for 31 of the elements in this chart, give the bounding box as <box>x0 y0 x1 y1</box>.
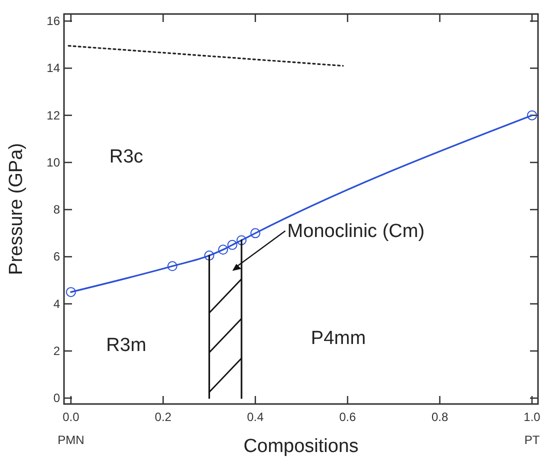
point <box>527 110 538 120</box>
x-tick-label: 0.0 <box>62 410 80 424</box>
y-tick-label: 0 <box>53 391 60 406</box>
x-tick-label: 0.2 <box>154 410 172 424</box>
y-tick-label: 10 <box>46 155 60 170</box>
annotation: P4mm <box>310 328 366 349</box>
y-tick-label: 2 <box>53 344 60 358</box>
text: PT <box>524 433 540 447</box>
annotation: R3c <box>109 146 144 168</box>
y-tick-label: 8 <box>53 202 60 217</box>
y-tick-label: 6 <box>53 250 60 264</box>
point <box>236 235 247 246</box>
point <box>218 244 228 255</box>
point <box>66 287 76 298</box>
x-tick-label: 0.6 <box>339 410 356 424</box>
point <box>167 261 178 272</box>
y-tick-label: 16 <box>46 14 60 28</box>
annotation: Monoclinic (Cm) <box>287 220 425 242</box>
x-tick-label: 0.8 <box>431 410 448 424</box>
y-tick-label: 12 <box>46 108 60 122</box>
x-tick-label: 1.0 <box>524 410 541 424</box>
point <box>204 250 214 261</box>
annotation: R3m <box>106 334 146 356</box>
x-tick-label: 0.4 <box>247 410 264 424</box>
text: PMN <box>58 433 84 447</box>
y-tick-label: 14 <box>46 61 60 76</box>
y-axis-title: Pressure (GPa) <box>6 143 27 275</box>
y-tick-label: 4 <box>53 296 60 311</box>
point <box>227 240 238 250</box>
x-axis-title: Compositions <box>243 436 359 457</box>
point <box>250 228 260 238</box>
